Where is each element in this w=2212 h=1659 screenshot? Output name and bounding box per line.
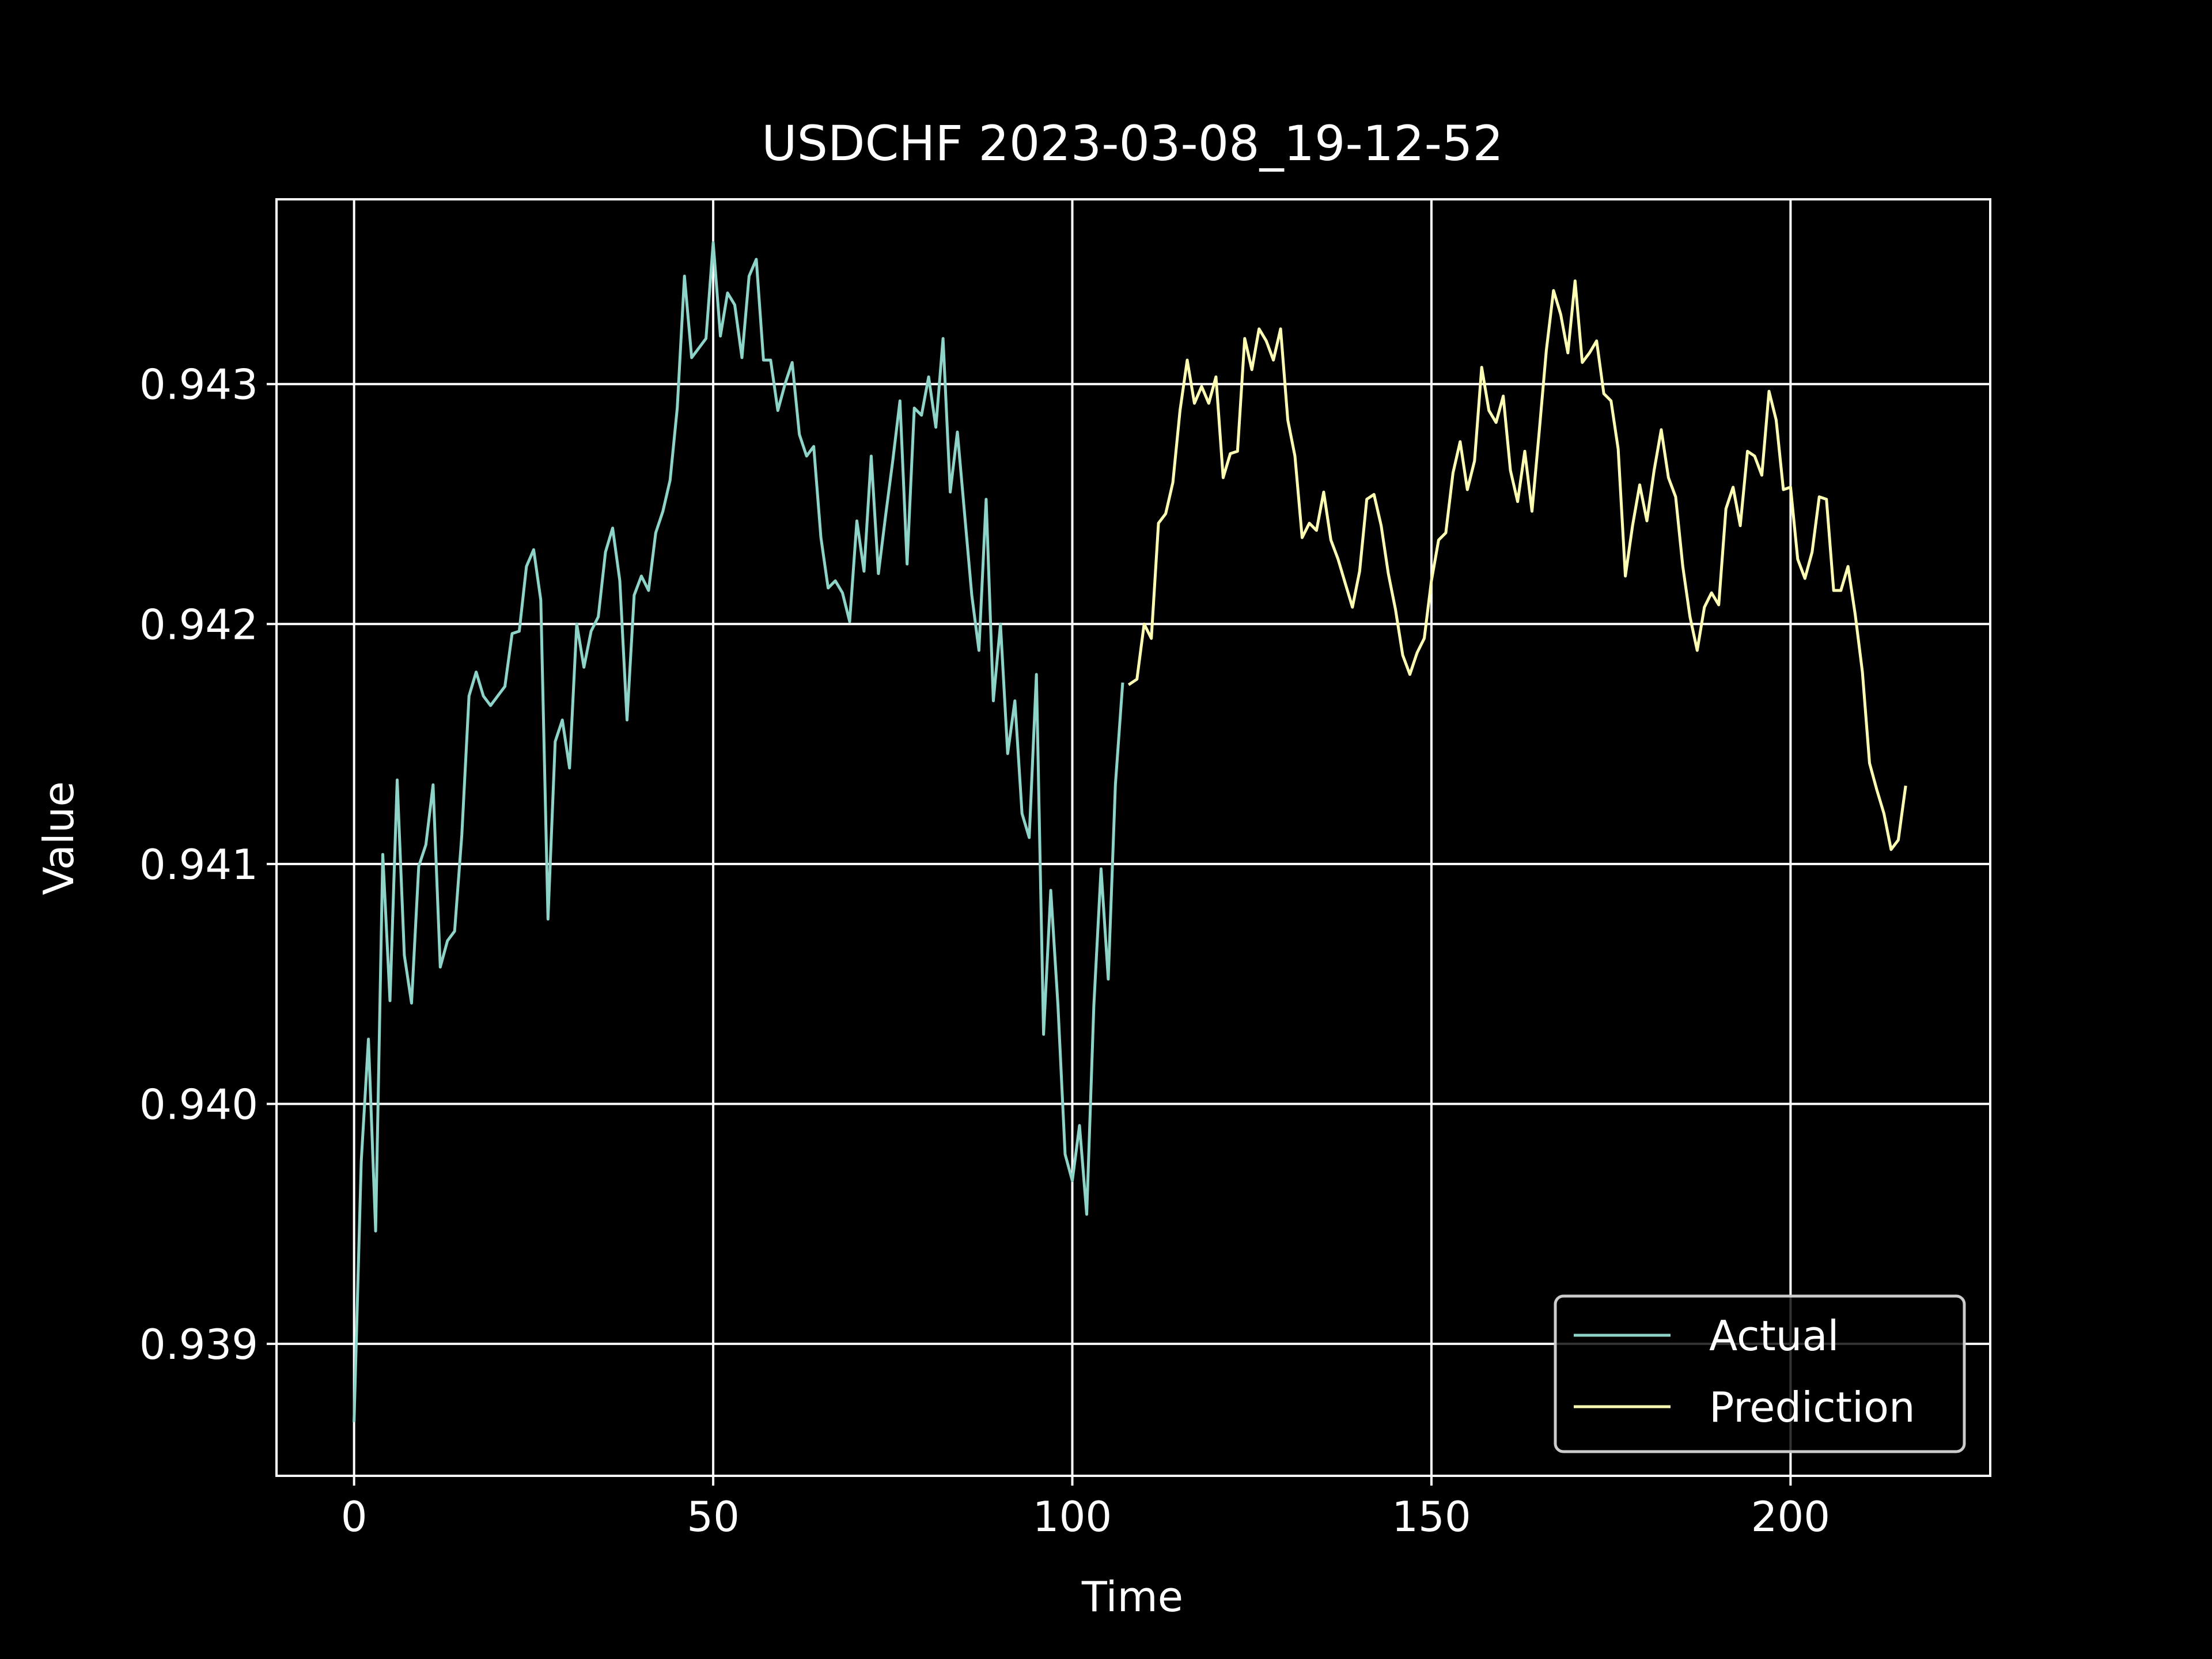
x-axis-label: Time	[1081, 1573, 1183, 1621]
y-tick-label: 0.939	[139, 1320, 258, 1369]
legend-label-prediction: Prediction	[1709, 1383, 1915, 1431]
series-line-prediction	[1127, 279, 1907, 851]
y-axis-label: Value	[35, 781, 83, 895]
y-tick-label: 0.940	[139, 1080, 258, 1128]
y-tick-label: 0.943	[139, 361, 258, 409]
x-tick-label: 100	[1033, 1493, 1112, 1541]
series-line-actual	[353, 241, 1124, 1422]
x-tick-label: 50	[687, 1493, 740, 1541]
y-tick-label: 0.941	[139, 840, 258, 889]
x-axis: 0 50 100 150 200	[341, 1476, 1830, 1541]
chart-title: USDCHF 2023-03-08_19-12-52	[762, 115, 1503, 172]
x-tick-label: 0	[341, 1493, 368, 1541]
series-layer	[353, 241, 1907, 1422]
x-tick-label: 200	[1751, 1493, 1830, 1541]
y-axis: 0.939 0.940 0.941 0.942 0.943	[139, 361, 276, 1369]
legend: Actual Prediction	[1554, 1294, 1966, 1453]
legend-label-actual: Actual	[1709, 1312, 1839, 1360]
plot-frame	[275, 198, 1991, 1477]
x-tick-label: 150	[1392, 1493, 1471, 1541]
grid	[276, 199, 1990, 1476]
y-tick-label: 0.942	[139, 600, 258, 649]
